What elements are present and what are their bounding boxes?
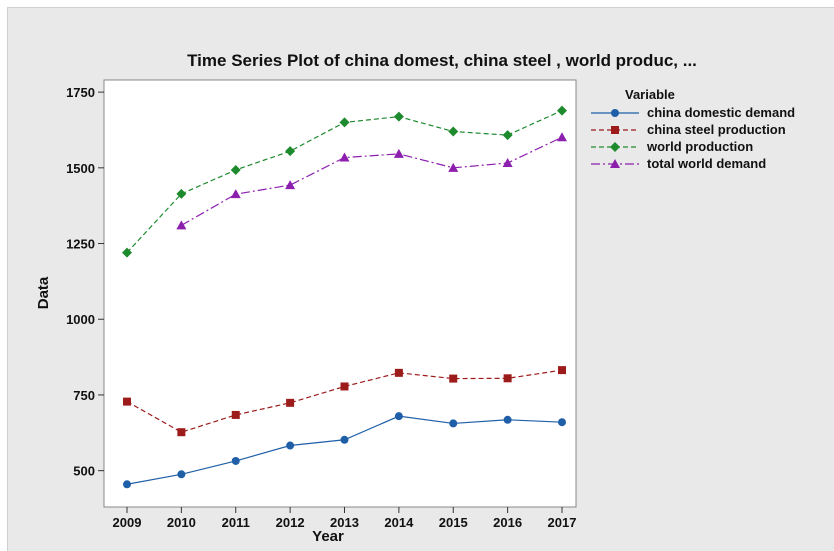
data-point: [177, 470, 186, 479]
data-point: [230, 164, 241, 175]
x-tick-label: 2015: [439, 515, 468, 530]
legend-label-china-steel-production: china steel production: [647, 122, 786, 137]
y-tick-label: 1250: [66, 237, 95, 252]
series-china-steel-production: [123, 366, 566, 437]
legend-label-world-production: world production: [646, 139, 753, 154]
x-axis: 2009 2010 2011 2012 2013 2014 2015 2016 2017: [113, 507, 577, 530]
data-point: [557, 105, 567, 116]
data-point: [449, 374, 458, 383]
series-world-production: [122, 105, 567, 258]
data-point: [557, 132, 567, 142]
y-tick-label: 500: [73, 464, 95, 479]
data-point: [123, 480, 131, 489]
data-point: [394, 368, 403, 377]
data-point: [393, 148, 404, 158]
legend-label-total-world-demand: total world demand: [647, 156, 766, 171]
series-layer: [122, 105, 567, 489]
legend-label-china-domestic-demand: china domestic demand: [647, 105, 795, 120]
plot-area: [103, 79, 577, 508]
data-point: [230, 189, 241, 199]
x-tick-label: 2013: [330, 515, 359, 530]
data-point: [176, 220, 187, 230]
legend-marker-total-world-demand: [610, 159, 620, 168]
series-line-china-steel-production: [126, 369, 563, 433]
data-point: [503, 415, 512, 424]
data-point: [339, 117, 350, 128]
data-point: [339, 152, 350, 162]
data-point: [558, 366, 566, 375]
x-tick-label: 2012: [276, 515, 305, 530]
y-axis: 500 750 1000 1250 1500 1750: [66, 85, 104, 479]
data-point: [502, 157, 513, 167]
x-tick-label: 2014: [384, 515, 414, 530]
data-point: [231, 456, 240, 465]
data-point: [122, 247, 132, 258]
chart-title: Time Series Plot of china domest, china …: [187, 51, 697, 70]
data-point: [340, 382, 349, 391]
legend-marker-world-production: [610, 142, 620, 152]
y-tick-label: 1500: [66, 161, 95, 176]
data-point: [231, 410, 240, 419]
data-point: [285, 180, 296, 190]
legend-title: Variable: [625, 87, 675, 102]
data-point: [558, 418, 566, 427]
series-total-world-demand: [176, 132, 567, 230]
data-point: [394, 412, 403, 421]
x-tick-label: 2009: [113, 515, 142, 530]
data-point: [449, 419, 458, 428]
data-point: [448, 162, 459, 172]
series-line-total-world-demand: [181, 136, 563, 226]
series-china-domestic-demand: [123, 412, 566, 489]
y-tick-label: 1000: [66, 312, 95, 327]
legend: Variable china domestic demand china stee…: [591, 87, 795, 171]
data-point: [176, 188, 187, 199]
time-series-chart: Time Series Plot of china domest, china …: [35, 51, 795, 545]
y-tick-label: 750: [73, 388, 95, 403]
legend-marker-china-domestic-demand: [611, 109, 619, 117]
data-point: [503, 374, 512, 383]
data-point: [286, 398, 295, 407]
x-axis-label: Year: [312, 528, 344, 545]
x-tick-label: 2010: [167, 515, 196, 530]
data-point: [502, 130, 513, 141]
data-point: [177, 428, 186, 437]
x-tick-label: 2017: [548, 515, 577, 530]
x-tick-label: 2011: [222, 515, 250, 530]
data-point: [340, 435, 349, 444]
data-point: [286, 441, 295, 450]
chart-frame: Time Series Plot of china domest, china …: [7, 7, 834, 551]
legend-marker-china-steel-production: [611, 126, 619, 134]
data-point: [285, 146, 296, 157]
y-tick-label: 1750: [66, 85, 95, 100]
data-point: [123, 397, 131, 406]
x-tick-label: 2016: [493, 515, 522, 530]
data-point: [393, 111, 404, 122]
data-point: [448, 126, 459, 137]
y-axis-label: Data: [35, 276, 52, 309]
